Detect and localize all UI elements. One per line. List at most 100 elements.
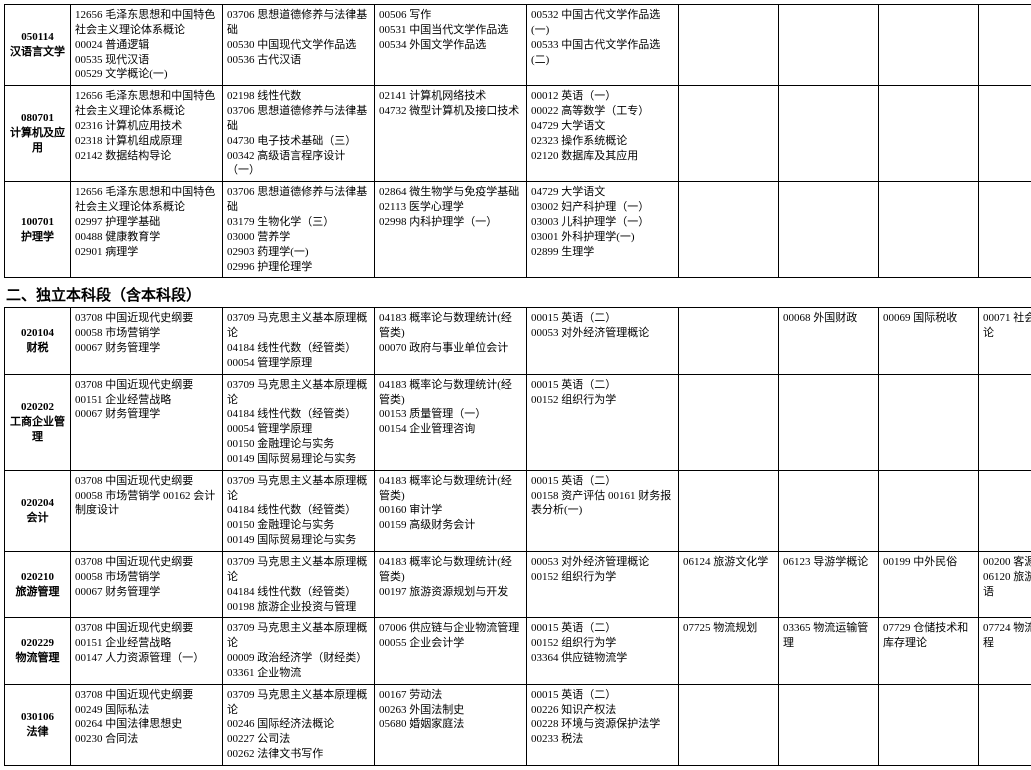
course-entry: 00067 财务管理学: [75, 407, 218, 422]
major-name: 旅游管理: [9, 585, 66, 600]
course-entry: 04183 概率论与数理统计(经管类): [379, 378, 522, 408]
course-entry: 03709 马克思主义基本原理概论: [227, 555, 370, 585]
course-cell: 03709 马克思主义基本原理概论04184 线性代数（经管类）00198 旅游…: [223, 552, 375, 618]
course-entry: 06124 旅游文化学: [683, 555, 774, 570]
course-entry: 00226 知识产权法: [531, 703, 674, 718]
course-entry: 00152 组织行为学: [531, 393, 674, 408]
course-cell: 00167 劳动法00263 外国法制史05680 婚姻家庭法: [375, 684, 527, 765]
major-name: 财税: [9, 341, 66, 356]
course-entry: 00263 外国法制史: [379, 703, 522, 718]
course-entry: 03706 思想道德修养与法律基础: [227, 185, 370, 215]
course-cell: [979, 374, 1031, 470]
course-cell: 00015 英语（二）00226 知识产权法00228 环境与资源保护法学002…: [527, 684, 679, 765]
major-name: 工商企业管理: [9, 415, 66, 445]
course-cell: 04183 概率论与数理统计(经管类)00160 审计学00159 高级财务会计: [375, 470, 527, 551]
course-entry: 00009 政治经济学（财经类）: [227, 651, 370, 666]
major-code-cell: 020202工商企业管理: [5, 374, 71, 470]
course-entry: 00488 健康教育学: [75, 230, 218, 245]
course-cell: [679, 308, 779, 374]
curriculum-table-bottom: 020104财税03708 中国近现代史纲要00058 市场营销学00067 财…: [4, 307, 1031, 766]
course-cell: 00532 中国古代文学作品选(一)00533 中国古代文学作品选(二): [527, 5, 679, 86]
course-cell: 03709 马克思主义基本原理概论04184 线性代数（经管类）00054 管理…: [223, 308, 375, 374]
course-entry: 03002 妇产科护理（一）: [531, 200, 674, 215]
course-entry: 02316 计算机应用技术: [75, 119, 218, 134]
course-entry: 03003 儿科护理学（一）: [531, 215, 674, 230]
course-entry: 03709 马克思主义基本原理概论: [227, 621, 370, 651]
course-entry: 07725 物流规划: [683, 621, 774, 636]
course-cell: [979, 470, 1031, 551]
course-entry: 03365 物流运输管理: [783, 621, 874, 651]
course-entry: 00149 国际贸易理论与实务: [227, 452, 370, 467]
course-entry: 04730 电子技术基础（三）: [227, 134, 370, 149]
course-cell: [679, 5, 779, 86]
course-entry: 03708 中国近现代史纲要: [75, 311, 218, 326]
course-cell: 12656 毛泽东思想和中国特色社会主义理论体系概论02316 计算机应用技术0…: [71, 86, 223, 182]
course-entry: 03709 马克思主义基本原理概论: [227, 688, 370, 718]
course-entry: 00533 中国古代文学作品选(二): [531, 38, 674, 68]
course-entry: 00015 英语（二）: [531, 688, 674, 703]
course-entry: 04729 大学语文: [531, 185, 674, 200]
course-cell: 00015 英语（二）00152 组织行为学: [527, 374, 679, 470]
course-cell: 06124 旅游文化学: [679, 552, 779, 618]
course-entry: 00506 写作: [379, 8, 522, 23]
course-cell: 00071 社会保障概论: [979, 308, 1031, 374]
course-entry: 00264 中国法律思想史: [75, 717, 218, 732]
course-cell: 03708 中国近现代史纲要00151 企业经营战略00067 财务管理学: [71, 374, 223, 470]
course-cell: 07725 物流规划: [679, 618, 779, 684]
course-entry: 04183 概率论与数理统计(经管类): [379, 311, 522, 341]
course-cell: [779, 86, 879, 182]
course-cell: 03708 中国近现代史纲要00249 国际私法00264 中国法律思想史002…: [71, 684, 223, 765]
course-entry: 00228 环境与资源保护法学: [531, 717, 674, 732]
course-cell: [879, 374, 979, 470]
course-entry: 03706 思想道德修养与法律基础: [227, 104, 370, 134]
course-entry: 00262 法律文书写作: [227, 747, 370, 762]
course-cell: 03365 物流运输管理: [779, 618, 879, 684]
major-code: 020210: [9, 570, 66, 585]
major-name: 物流管理: [9, 651, 66, 666]
course-entry: 00152 组织行为学: [531, 570, 674, 585]
course-entry: 02318 计算机组成原理: [75, 134, 218, 149]
course-entry: 04184 线性代数（经管类）: [227, 503, 370, 518]
curriculum-table-top: 050114汉语言文学12656 毛泽东思想和中国特色社会主义理论体系概论000…: [4, 4, 1031, 278]
course-entry: 00227 公司法: [227, 732, 370, 747]
course-entry: 00529 文学概论(一): [75, 67, 218, 82]
course-entry: 02899 生理学: [531, 245, 674, 260]
course-cell: [779, 374, 879, 470]
course-entry: 03179 生物化学（三）: [227, 215, 370, 230]
major-code-cell: 020104财税: [5, 308, 71, 374]
course-entry: 06120 旅游专业英语: [983, 570, 1031, 600]
course-cell: 03708 中国近现代史纲要00058 市场营销学 00162 会计制度设计: [71, 470, 223, 551]
course-entry: 00159 高级财务会计: [379, 518, 522, 533]
course-cell: 04183 概率论与数理统计(经管类)00070 政府与事业单位会计: [375, 308, 527, 374]
major-name: 汉语言文学: [9, 45, 66, 60]
course-entry: 07729 仓储技术和库存理论: [883, 621, 974, 651]
course-cell: [979, 182, 1031, 278]
course-cell: [879, 5, 979, 86]
course-cell: 07006 供应链与企业物流管理00055 企业会计学: [375, 618, 527, 684]
course-entry: 04729 大学语文: [531, 119, 674, 134]
course-cell: 00069 国际税收: [879, 308, 979, 374]
course-entry: 02864 微生物学与免疫学基础: [379, 185, 522, 200]
major-code-cell: 020204会计: [5, 470, 71, 551]
course-cell: 06123 导游学概论: [779, 552, 879, 618]
course-cell: [679, 86, 779, 182]
major-code: 080701: [9, 111, 66, 126]
course-cell: [779, 684, 879, 765]
course-entry: 00067 财务管理学: [75, 585, 218, 600]
course-cell: 03709 马克思主义基本原理概论00009 政治经济学（财经类）03361 企…: [223, 618, 375, 684]
major-code-cell: 030106法律: [5, 684, 71, 765]
course-cell: 03709 马克思主义基本原理概论04184 线性代数（经管类）00054 管理…: [223, 374, 375, 470]
course-entry: 03000 营养学: [227, 230, 370, 245]
course-entry: 00230 合同法: [75, 732, 218, 747]
course-entry: 03709 马克思主义基本原理概论: [227, 378, 370, 408]
course-cell: 00015 英语（二）00158 资产评估 00161 财务报表分析(一): [527, 470, 679, 551]
course-cell: 02864 微生物学与免疫学基础02113 医学心理学02998 内科护理学（一…: [375, 182, 527, 278]
course-entry: 03708 中国近现代史纲要: [75, 474, 218, 489]
major-code-cell: 020210旅游管理: [5, 552, 71, 618]
course-entry: 00058 市场营销学 00162 会计制度设计: [75, 489, 218, 519]
course-entry: 03001 外科护理学(一): [531, 230, 674, 245]
course-entry: 00233 税法: [531, 732, 674, 747]
course-entry: 00198 旅游企业投资与管理: [227, 600, 370, 615]
major-name: 护理学: [9, 230, 66, 245]
course-entry: 00069 国际税收: [883, 311, 974, 326]
